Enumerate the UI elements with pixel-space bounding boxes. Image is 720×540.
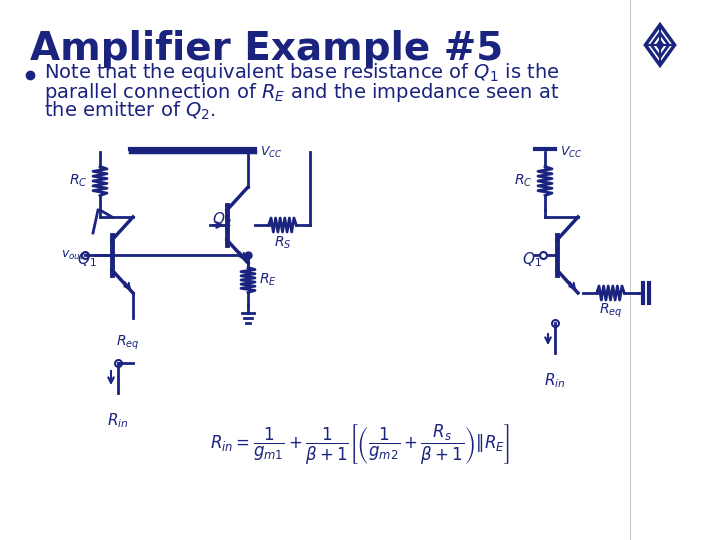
Text: Amplifier Example #5: Amplifier Example #5 — [30, 30, 503, 68]
Text: $R_{eq}$: $R_{eq}$ — [599, 302, 622, 320]
Text: $v_{out}$: $v_{out}$ — [61, 248, 85, 261]
Polygon shape — [657, 40, 664, 50]
Text: $R_{in} = \dfrac{1}{g_{m1}} + \dfrac{1}{\beta+1}\left[\left(\dfrac{1}{g_{m2}} + : $R_{in} = \dfrac{1}{g_{m1}} + \dfrac{1}{… — [210, 423, 510, 467]
Text: $V_{CC}$: $V_{CC}$ — [260, 144, 283, 159]
Text: Note that the equivalent base resistance of $Q_1$ is the: Note that the equivalent base resistance… — [44, 60, 559, 84]
Text: $R_{eq}$: $R_{eq}$ — [116, 334, 140, 352]
Text: $R_E$: $R_E$ — [259, 272, 277, 288]
Text: $R_{in}$: $R_{in}$ — [544, 371, 566, 390]
Text: $Q_1$: $Q_1$ — [77, 251, 96, 269]
Text: the emitter of $Q_2$.: the emitter of $Q_2$. — [44, 100, 216, 122]
Text: $R_C$: $R_C$ — [514, 173, 532, 189]
Text: $R_C$: $R_C$ — [69, 173, 87, 189]
Text: $Q_1$: $Q_1$ — [522, 251, 541, 269]
Text: $V_{CC}$: $V_{CC}$ — [560, 144, 582, 159]
Text: $Q_2$: $Q_2$ — [212, 211, 232, 229]
Text: parallel connection of $R_E$ and the impedance seen at: parallel connection of $R_E$ and the imp… — [44, 82, 559, 105]
Text: $R_S$: $R_S$ — [274, 235, 292, 251]
Text: $R_{in}$: $R_{in}$ — [107, 411, 129, 430]
